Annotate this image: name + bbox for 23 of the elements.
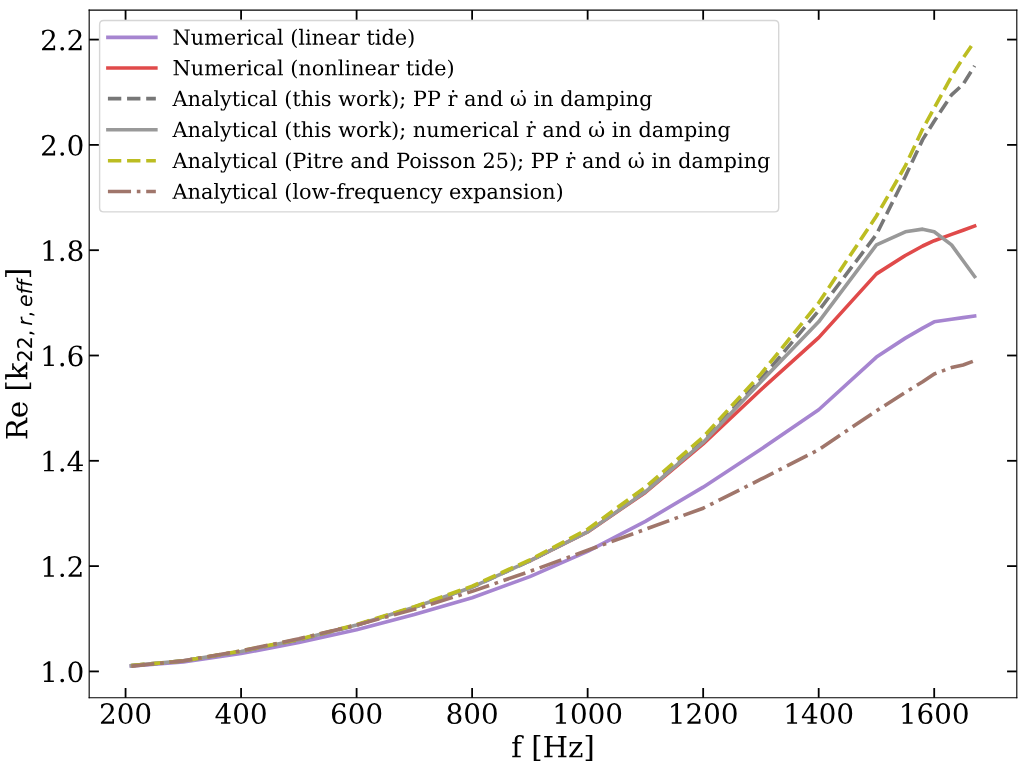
x-tick-label: 600 — [331, 703, 382, 725]
legend-label: Analytical (this work); PP ṙ and ω̇ in damping — [172, 90, 652, 111]
y-tick-label: 2.2 — [42, 29, 82, 51]
x-axis-title: f [Hz] — [512, 735, 593, 762]
y-tick-label: 1.2 — [43, 556, 82, 578]
y-tick-label: 2.0 — [42, 134, 83, 156]
legend-label: Numerical (nonlinear tide) — [173, 59, 453, 79]
x-tick-label: 1000 — [555, 703, 622, 725]
legend-label: Analytical (low-frequency expansion) — [172, 183, 563, 204]
y-tick-label: 1.8 — [43, 240, 83, 262]
x-tick-label: 1400 — [786, 703, 853, 725]
x-tick-label: 1600 — [902, 703, 968, 725]
y-tick-label: 1.4 — [43, 450, 83, 472]
y-tick-label: 1.0 — [43, 661, 83, 683]
y-axis-title: Re [k$_{22,r,eff}$] — [5, 270, 35, 439]
legend-label: Analytical (this work); numerical ṙ and ω̇ in damping — [172, 121, 731, 142]
y-tick-label: 1.6 — [43, 345, 83, 367]
x-tick-label: 400 — [215, 703, 266, 725]
legend-label: Numerical (linear tide) — [173, 28, 414, 48]
x-tick-label: 1200 — [671, 703, 737, 725]
x-tick-label: 200 — [100, 703, 151, 725]
legend-label: Analytical (Pitre and Poisson 25); PP ṙ and ω̇ in damping — [172, 152, 770, 173]
x-tick-label: 800 — [447, 703, 497, 725]
